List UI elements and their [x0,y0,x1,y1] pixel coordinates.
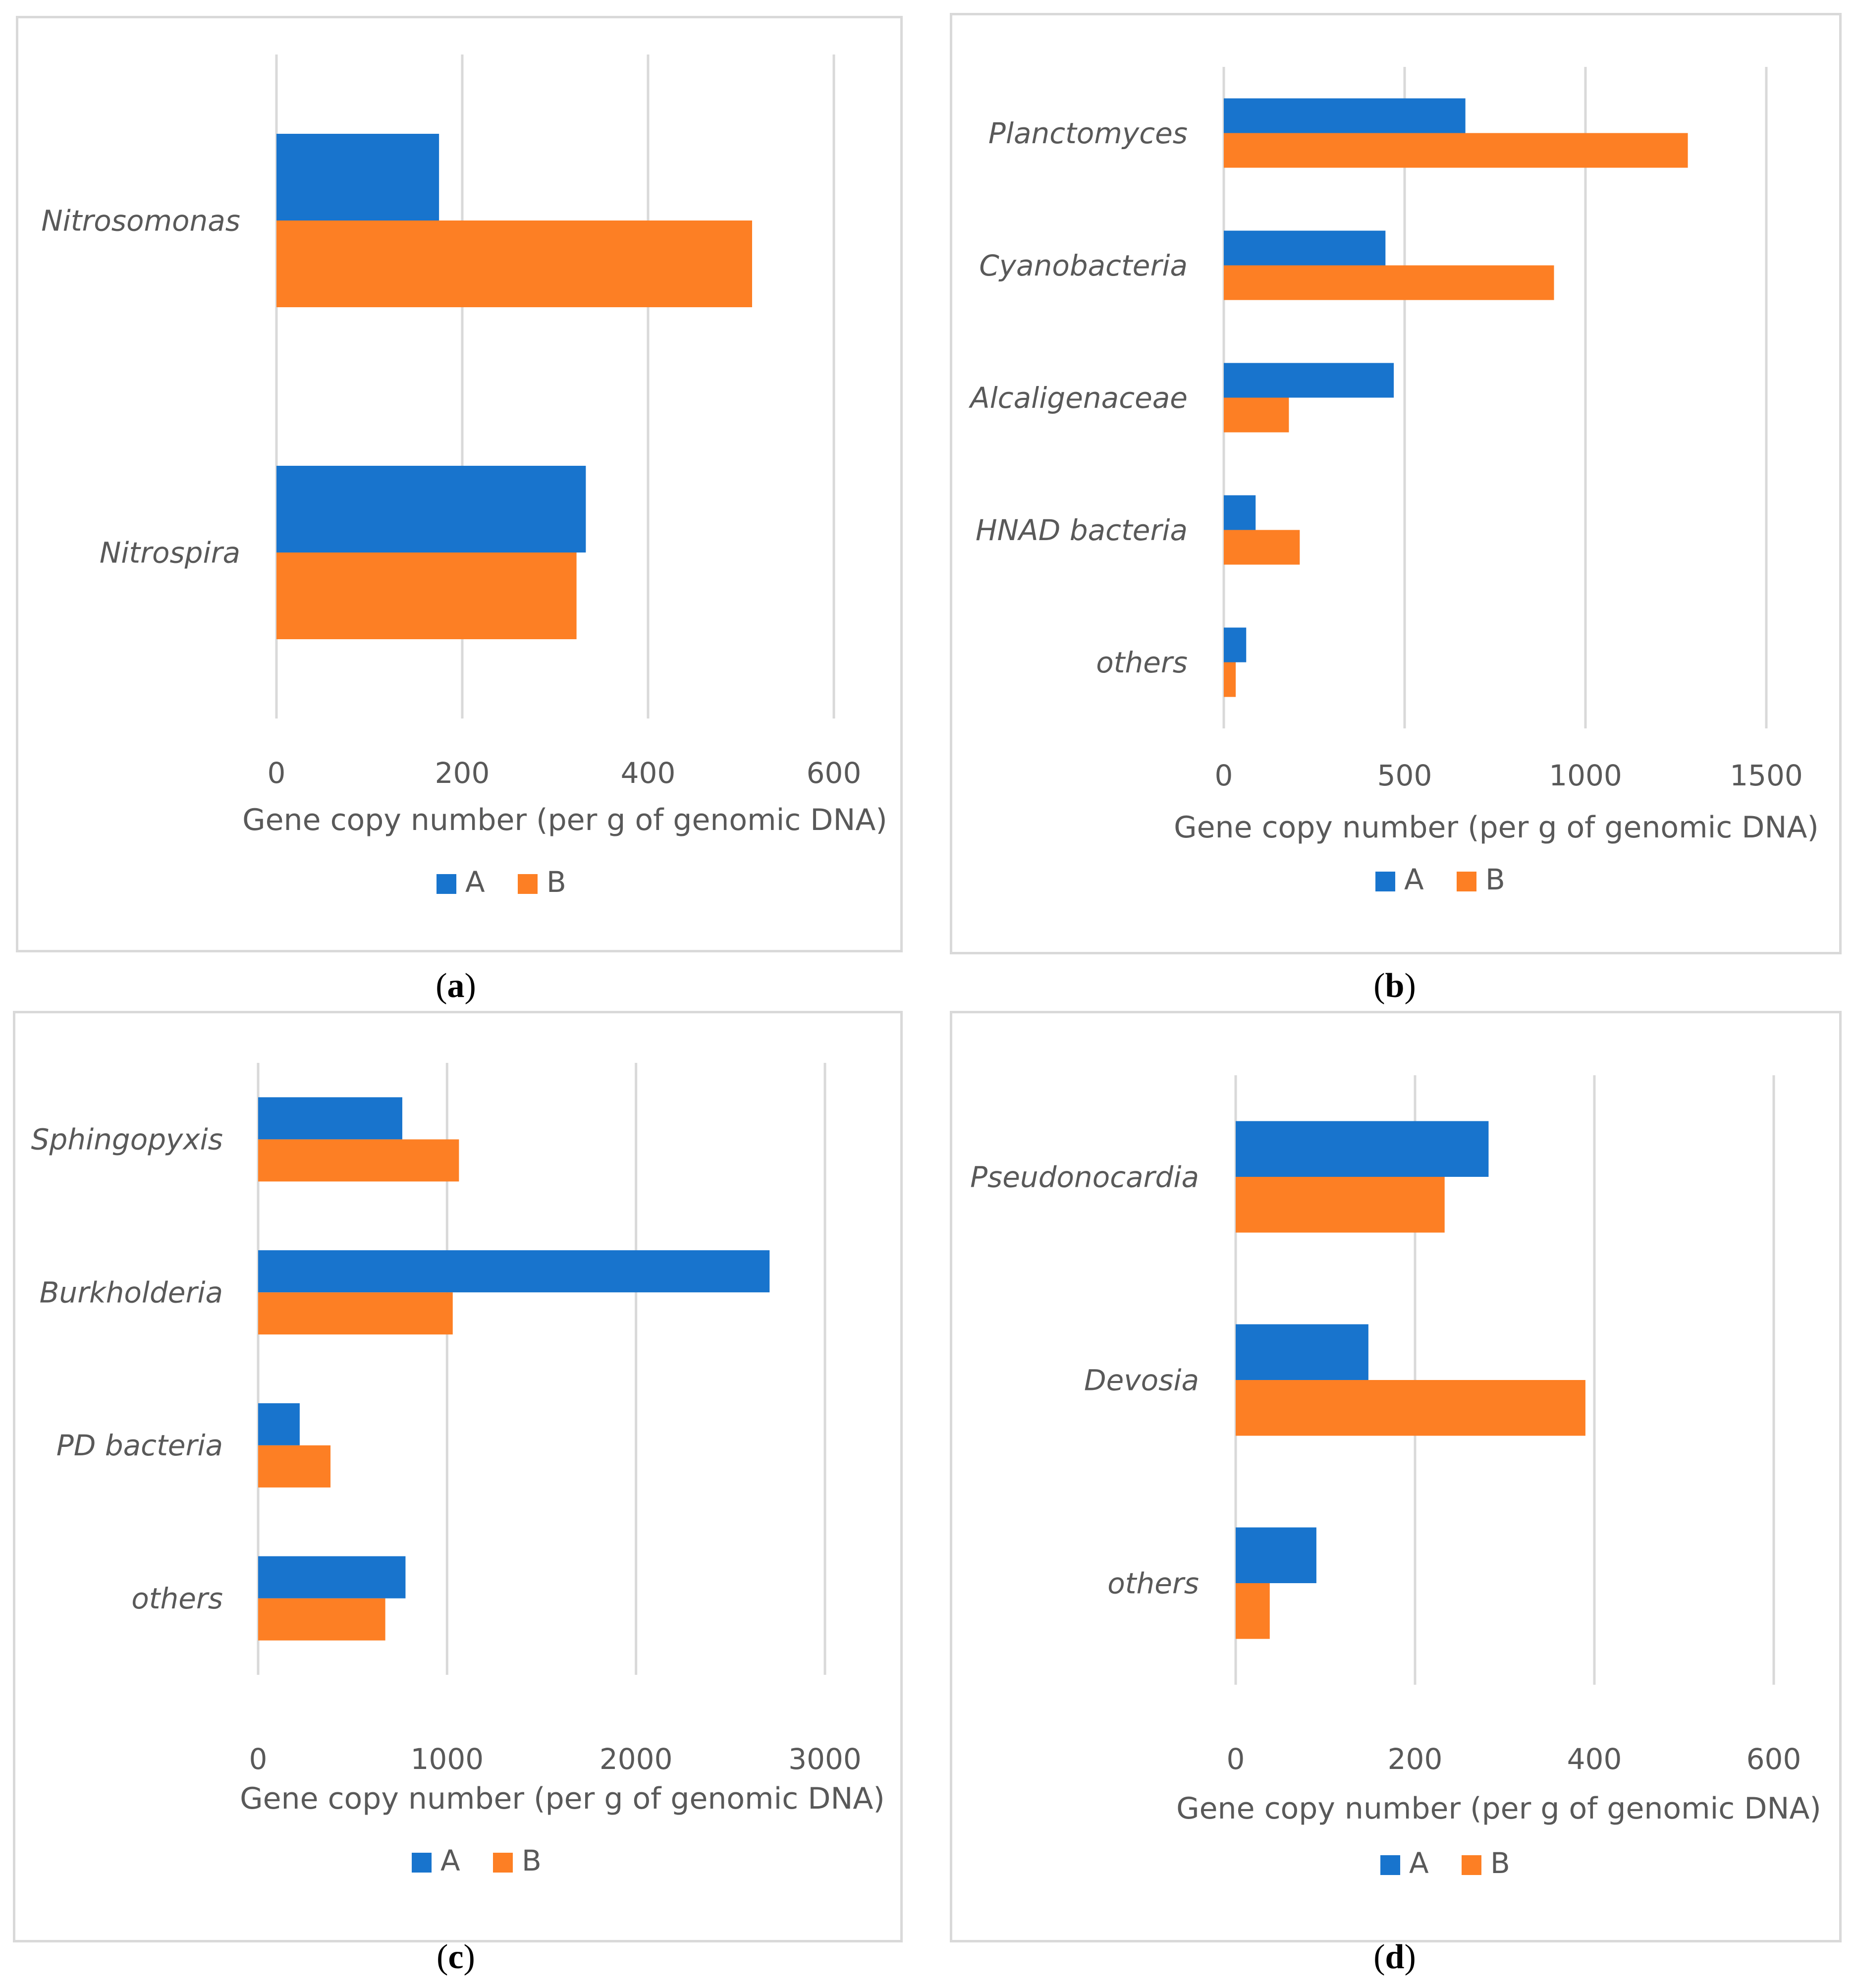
bar-d-A-0 [1236,1121,1489,1177]
caption-a: (a) [436,967,476,1005]
legend-label-a-A: A [465,865,485,899]
caption-c-letter: c [448,1938,464,1976]
category-label-b-3: HNAD bacteria [976,513,1188,547]
tick-label-d-2: 400 [1567,1742,1622,1776]
tick-label-a-3: 600 [807,756,862,790]
bar-c-B-2 [258,1445,331,1488]
bar-b-B-1 [1224,265,1554,300]
category-label-b-4: others [1096,646,1188,679]
legend-swatch-c-B [493,1853,513,1873]
caption-c: (c) [436,1938,475,1976]
x-axis-label-c: Gene copy number (per g of genomic DNA) [240,1781,885,1816]
caption-d: (d) [1373,1938,1416,1976]
category-label-d-0: Pseudonocardia [970,1160,1199,1194]
bar-b-B-4 [1224,662,1236,697]
tick-label-b-2: 1000 [1549,759,1622,792]
tick-label-d-1: 200 [1388,1742,1443,1776]
legend-label-b-B: B [1485,863,1505,896]
category-label-b-2: Alcaligenaceae [968,381,1188,415]
x-axis-label-b: Gene copy number (per g of genomic DNA) [1174,810,1819,845]
caption-d-letter: d [1385,1938,1405,1976]
caption-a-letter: a [447,967,465,1005]
category-label-d-1: Devosia [1084,1363,1199,1397]
category-label-a-0: Nitrosomonas [41,204,240,237]
bar-a-A-0 [276,134,439,221]
caption-b: (b) [1373,967,1416,1005]
legend-swatch-b-A [1375,872,1396,891]
legend-swatch-d-A [1380,1855,1401,1875]
bar-c-A-3 [258,1556,406,1599]
bar-d-B-2 [1236,1583,1270,1639]
bar-b-B-0 [1224,133,1688,168]
category-label-c-1: Burkholderia [40,1275,223,1309]
bar-a-A-1 [276,466,586,552]
x-axis-label-d: Gene copy number (per g of genomic DNA) [1176,1791,1821,1826]
bar-d-A-2 [1236,1527,1316,1583]
legend-swatch-a-A [436,874,457,894]
bar-d-A-1 [1236,1324,1368,1380]
category-label-c-3: others [131,1582,223,1615]
category-label-b-1: Cyanobacteria [979,249,1188,282]
legend-label-c-A: A [440,1844,460,1878]
tick-label-c-2: 2000 [600,1742,673,1776]
bar-b-A-0 [1224,98,1466,133]
category-label-d-2: others [1107,1566,1199,1600]
legend-swatch-c-A [412,1853,432,1873]
tick-label-c-1: 1000 [411,1742,484,1776]
bar-d-B-1 [1236,1380,1585,1436]
bar-b-B-3 [1224,530,1300,565]
bar-b-A-3 [1224,495,1256,530]
legend-swatch-b-B [1457,872,1476,891]
tick-label-a-1: 200 [435,756,490,790]
bar-a-B-1 [276,552,577,639]
caption-b-letter: b [1385,967,1405,1005]
bar-b-A-4 [1224,627,1247,663]
bar-c-A-2 [258,1403,300,1445]
tick-label-a-2: 400 [621,756,676,790]
tick-label-b-1: 500 [1377,759,1432,792]
bar-c-B-1 [258,1292,453,1335]
x-axis-label-a: Gene copy number (per g of genomic DNA) [242,803,887,837]
legend-label-d-A: A [1409,1846,1429,1880]
bar-c-A-0 [258,1097,402,1140]
tick-label-c-3: 3000 [788,1742,862,1776]
legend-label-d-B: B [1490,1846,1510,1880]
legend-swatch-a-B [518,874,538,894]
bar-b-A-1 [1224,230,1386,266]
bar-c-B-0 [258,1139,459,1182]
panel-b [950,13,1842,954]
bar-c-A-1 [258,1250,770,1293]
bar-d-B-0 [1236,1177,1445,1233]
tick-label-b-0: 0 [1215,759,1233,792]
bar-b-B-2 [1224,397,1289,433]
bar-a-B-0 [276,221,752,307]
category-label-c-0: Sphingopyxis [31,1123,223,1157]
tick-label-d-0: 0 [1227,1742,1245,1776]
bar-b-A-2 [1224,363,1394,398]
tick-label-d-3: 600 [1746,1742,1801,1776]
tick-label-a-0: 0 [268,756,286,790]
legend-label-a-B: B [546,865,566,899]
legend-swatch-d-B [1462,1855,1481,1875]
category-label-c-2: PD bacteria [56,1429,223,1462]
tick-label-c-0: 0 [249,1742,268,1776]
tick-label-b-3: 1500 [1730,759,1803,792]
bar-c-B-3 [258,1598,385,1641]
legend-label-c-B: B [522,1844,542,1878]
legend-label-b-A: A [1404,863,1424,896]
category-label-b-0: Planctomyces [988,116,1188,150]
category-label-a-1: Nitrospira [100,536,240,569]
